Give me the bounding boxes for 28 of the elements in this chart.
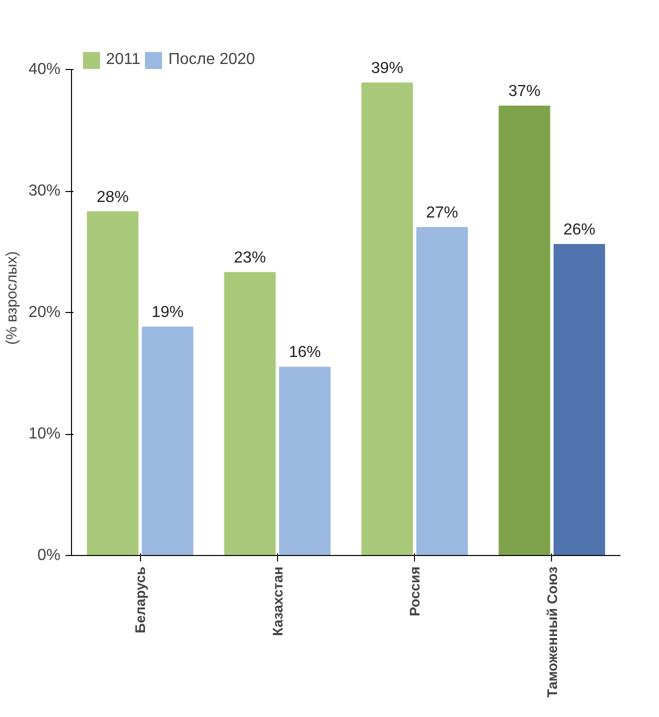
y-tick-label: 30%: [28, 182, 61, 200]
y-tick-label: 10%: [28, 426, 61, 443]
bar: [361, 82, 413, 556]
x-tick-label: Казахстан: [269, 566, 286, 636]
y-tick-label: 40%: [28, 61, 61, 78]
data-label: 27%: [426, 204, 458, 222]
data-label: 28%: [96, 188, 129, 206]
bar: [279, 366, 331, 556]
y-tick-label: 0%: [37, 547, 60, 564]
legend-label: 2011: [106, 51, 140, 69]
bar: [416, 227, 468, 556]
x-tick-label: Таможенный Союз: [544, 566, 560, 698]
bar: [498, 106, 550, 556]
legend-label: После 2020: [168, 51, 256, 69]
data-label: 19%: [152, 304, 184, 322]
bar: [554, 244, 606, 556]
x-tick-label: Россия: [406, 566, 423, 616]
y-axis-title: (% взрослых): [3, 251, 20, 345]
data-label: 39%: [371, 60, 404, 78]
x-tick-label: Беларусь: [132, 566, 148, 634]
y-tick-label: 20%: [28, 304, 61, 322]
data-label: 16%: [288, 344, 321, 362]
bar: [86, 211, 138, 556]
data-label: 26%: [563, 222, 596, 239]
bar: [224, 272, 276, 556]
bar: [142, 326, 194, 556]
data-label: 37%: [508, 83, 540, 100]
data-label: 23%: [234, 249, 266, 266]
